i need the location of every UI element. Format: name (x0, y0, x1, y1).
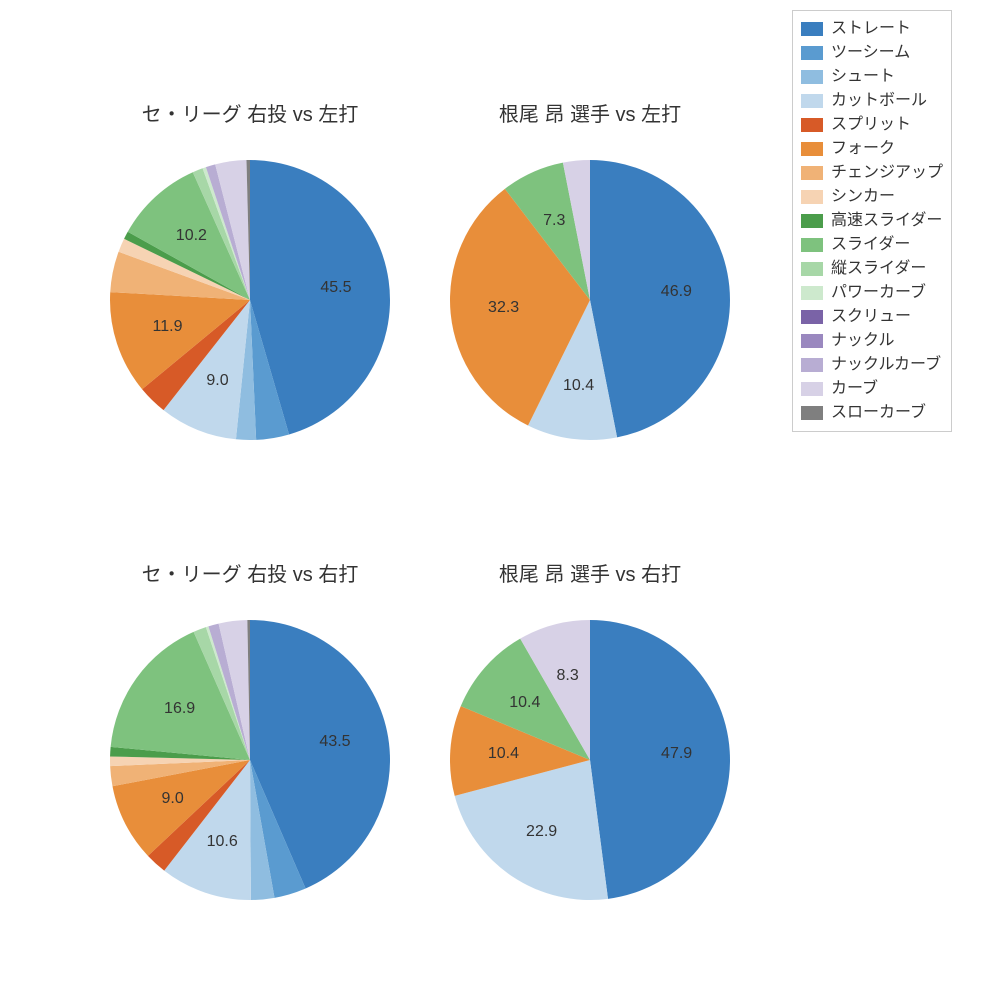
slice-label: 32.3 (488, 299, 519, 317)
legend-swatch (801, 214, 823, 228)
legend-item: ナックルカーブ (801, 353, 943, 377)
figure: セ・リーグ 右投 vs 左打 根尾 昂 選手 vs 左打 セ・リーグ 右投 vs… (0, 0, 1000, 1000)
legend-label: チェンジアップ (831, 161, 943, 185)
chart-title-tl: セ・リーグ 右投 vs 左打 (90, 98, 410, 127)
slice-label: 8.3 (556, 667, 578, 685)
legend-swatch (801, 70, 823, 84)
legend-swatch (801, 310, 823, 324)
legend-item: スクリュー (801, 305, 943, 329)
legend-label: フォーク (831, 137, 895, 161)
legend-swatch (801, 262, 823, 276)
legend-swatch (801, 46, 823, 60)
slice-label: 10.4 (563, 377, 594, 395)
legend-swatch (801, 166, 823, 180)
legend-item: シンカー (801, 185, 943, 209)
legend-item: スライダー (801, 233, 943, 257)
legend-swatch (801, 286, 823, 300)
pie-chart-tr (430, 140, 750, 460)
slice-label: 46.9 (661, 283, 692, 301)
legend-swatch (801, 358, 823, 372)
slice-label: 22.9 (526, 823, 557, 841)
chart-title-bl: セ・リーグ 右投 vs 右打 (90, 558, 410, 587)
slice-label: 10.2 (176, 227, 207, 245)
legend-label: シュート (831, 65, 895, 89)
legend: ストレートツーシームシュートカットボールスプリットフォークチェンジアップシンカー… (792, 10, 952, 432)
legend-swatch (801, 94, 823, 108)
legend-label: ストレート (831, 17, 911, 41)
legend-item: チェンジアップ (801, 161, 943, 185)
slice-label: 11.9 (153, 318, 183, 336)
legend-item: スプリット (801, 113, 943, 137)
chart-title-tr: 根尾 昂 選手 vs 左打 (430, 98, 750, 127)
legend-item: スローカーブ (801, 401, 943, 425)
legend-item: 縦スライダー (801, 257, 943, 281)
legend-label: 縦スライダー (831, 257, 926, 281)
legend-label: スクリュー (831, 305, 911, 329)
legend-item: カットボール (801, 89, 943, 113)
pie-chart-br (430, 600, 750, 920)
legend-item: フォーク (801, 137, 943, 161)
legend-swatch (801, 238, 823, 252)
slice-label: 16.9 (164, 700, 195, 718)
legend-label: スプリット (831, 113, 911, 137)
slice-label: 7.3 (543, 212, 565, 230)
legend-label: スローカーブ (831, 401, 926, 425)
legend-swatch (801, 406, 823, 420)
chart-title-br: 根尾 昂 選手 vs 右打 (430, 558, 750, 587)
legend-swatch (801, 142, 823, 156)
legend-swatch (801, 334, 823, 348)
slice-label: 9.0 (162, 790, 184, 808)
slice-label: 9.0 (206, 372, 228, 390)
legend-swatch (801, 382, 823, 396)
slice-label: 43.5 (319, 733, 350, 751)
pie-chart-tl (90, 140, 410, 460)
legend-item: パワーカーブ (801, 281, 943, 305)
legend-label: カーブ (831, 377, 878, 401)
slice-label: 47.9 (661, 745, 692, 763)
legend-item: カーブ (801, 377, 943, 401)
legend-label: 高速スライダー (831, 209, 942, 233)
legend-swatch (801, 190, 823, 204)
slice-label: 45.5 (320, 279, 351, 297)
legend-label: ナックル (831, 329, 895, 353)
slice-label: 10.4 (488, 745, 519, 763)
legend-item: 高速スライダー (801, 209, 943, 233)
legend-label: パワーカーブ (831, 281, 926, 305)
legend-swatch (801, 118, 823, 132)
pie-slice (590, 620, 730, 899)
legend-item: ストレート (801, 17, 943, 41)
legend-label: カットボール (831, 89, 927, 113)
legend-item: シュート (801, 65, 943, 89)
slice-label: 10.6 (207, 833, 238, 851)
legend-swatch (801, 22, 823, 36)
legend-item: ナックル (801, 329, 943, 353)
legend-label: シンカー (831, 185, 895, 209)
pie-chart-bl (90, 600, 410, 920)
legend-item: ツーシーム (801, 41, 943, 65)
slice-label: 10.4 (509, 694, 540, 712)
legend-label: ナックルカーブ (831, 353, 941, 377)
legend-label: スライダー (831, 233, 910, 257)
legend-label: ツーシーム (831, 41, 910, 65)
